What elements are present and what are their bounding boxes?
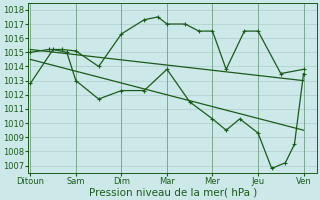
X-axis label: Pression niveau de la mer( hPa ): Pression niveau de la mer( hPa ) (89, 187, 257, 197)
